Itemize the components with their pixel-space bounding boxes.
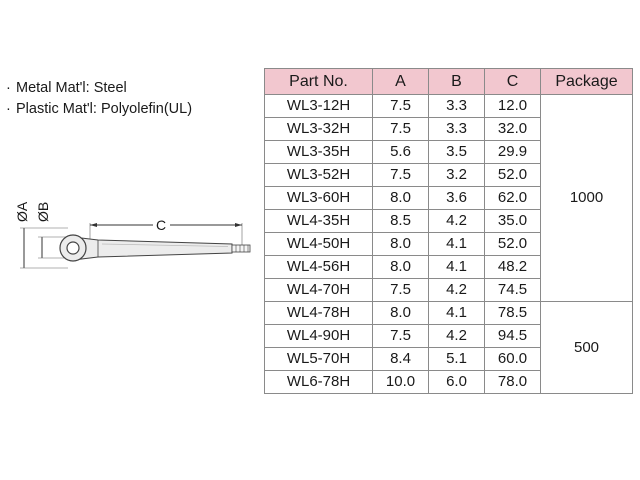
table-row: WL4-90H 7.5 4.2 94.5 [264,324,633,348]
cell-a: 8.4 [372,347,429,371]
table-row: WL3-35H 5.6 3.5 29.9 [264,140,633,164]
cell-a: 8.0 [372,186,429,210]
cell-b: 3.6 [428,186,485,210]
table-row: WL3-52H 7.5 3.2 52.0 [264,163,633,187]
cell-a: 8.0 [372,301,429,325]
cell-c: 52.0 [484,232,541,256]
cell-c: 78.0 [484,370,541,394]
table-row: WL6-78H 10.0 6.0 78.0 [264,370,633,394]
cell-b: 3.3 [428,117,485,141]
material-plastic-text: Plastic Mat'l: Polyolefin(UL) [16,101,193,117]
table-row: WL4-78H 8.0 4.1 78.5 500 [264,301,633,394]
cell-part: WL3-32H [264,117,373,141]
cell-b: 6.0 [428,370,485,394]
cell-c: 62.0 [484,186,541,210]
cell-part: WL4-35H [264,209,373,233]
material-metal-text: Metal Mat'l: Steel [16,80,127,96]
header-a: A [372,68,429,95]
cell-c: 35.0 [484,209,541,233]
material-plastic: · Plastic Mat'l: Polyolefin(UL) [6,99,192,120]
bullet: · [6,101,11,117]
cell-b: 5.1 [428,347,485,371]
cell-b: 4.1 [428,232,485,256]
cell-part: WL3-52H [264,163,373,187]
table-row: WL4-56H 8.0 4.1 48.2 [264,255,633,279]
cell-b: 4.1 [428,301,485,325]
material-metal: · Metal Mat'l: Steel [6,78,192,99]
dim-c-label: C [156,217,166,233]
cell-a: 8.0 [372,232,429,256]
header-package: Package [540,68,633,95]
bullet: · [6,80,11,96]
cell-b: 4.2 [428,209,485,233]
table-row: WL4-50H 8.0 4.1 52.0 [264,232,633,256]
header-b: B [428,68,485,95]
dim-a-label: ØA [14,201,30,222]
cell-c: 78.5 [484,301,541,325]
cell-c: 74.5 [484,278,541,302]
cell-part: WL4-90H [264,324,373,348]
header-c: C [484,68,541,95]
spec-table: Part No. A B C Package WL3-12H 7.5 3.3 1… [264,68,633,394]
cell-part: WL4-50H [264,232,373,256]
cell-b: 3.2 [428,163,485,187]
cell-a: 10.0 [372,370,429,394]
cell-b: 4.2 [428,324,485,348]
cell-b: 3.3 [428,94,485,118]
cell-a: 7.5 [372,324,429,348]
cell-b: 4.1 [428,255,485,279]
cell-part: WL3-60H [264,186,373,210]
terminal-drawing: ØA ØB C [14,201,251,269]
cell-part: WL3-35H [264,140,373,164]
cell-c: 52.0 [484,163,541,187]
header-part-no: Part No. [264,68,373,95]
cell-a: 7.5 [372,94,429,118]
cell-part: WL5-70H [264,347,373,371]
table-row: WL4-35H 8.5 4.2 35.0 [264,209,633,233]
cell-c: 94.5 [484,324,541,348]
cell-a: 7.5 [372,117,429,141]
cell-part: WL3-12H [264,94,373,118]
table-row: WL4-70H 7.5 4.2 74.5 [264,278,633,302]
cell-c: 12.0 [484,94,541,118]
cell-a: 8.0 [372,255,429,279]
cell-b: 4.2 [428,278,485,302]
cell-part: WL4-78H [264,301,373,325]
cell-b: 3.5 [428,140,485,164]
cell-c: 29.9 [484,140,541,164]
dim-b-label: ØB [35,202,51,222]
cell-c: 32.0 [484,117,541,141]
cell-part: WL4-56H [264,255,373,279]
cell-part: WL4-70H [264,278,373,302]
cell-a: 7.5 [372,278,429,302]
cell-c: 48.2 [484,255,541,279]
cell-a: 5.6 [372,140,429,164]
table-row: WL3-12H 7.5 3.3 12.0 1000 [264,94,633,302]
table-header-row: Part No. A B C Package [264,68,633,95]
material-list: · Metal Mat'l: Steel · Plastic Mat'l: Poly… [6,78,192,120]
cell-a: 7.5 [372,163,429,187]
cell-c: 60.0 [484,347,541,371]
cell-package: 1000 [540,94,633,302]
cell-part: WL6-78H [264,370,373,394]
cell-package: 500 [540,301,633,394]
cell-a: 8.5 [372,209,429,233]
